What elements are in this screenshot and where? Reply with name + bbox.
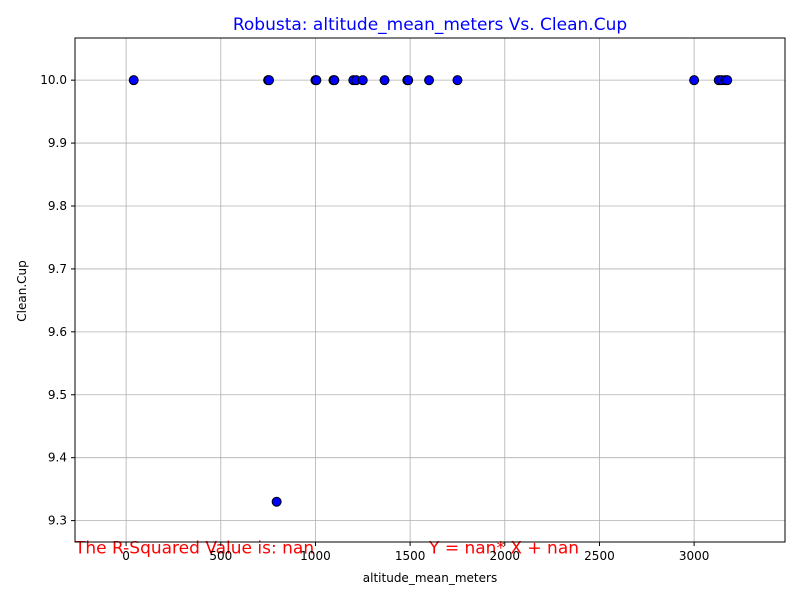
y-tick-label: 9.9 [48,136,67,150]
y-tick-label: 10.0 [40,73,67,87]
chart-title: Robusta: altitude_mean_meters Vs. Clean.… [233,15,627,35]
x-tick-label: 2000 [490,549,521,563]
data-point [311,75,322,86]
data-point [271,496,282,507]
x-axis-label: altitude_mean_meters [363,571,497,585]
x-tick-label: 2500 [584,549,615,563]
data-point [424,75,435,86]
x-tick-label: 1000 [300,549,331,563]
annotation-text: Y = nan* X + nan [428,538,579,558]
data-point [722,75,733,86]
y-tick-label: 9.8 [48,199,67,213]
data-point [379,75,390,86]
x-tick-label: 3000 [679,549,710,563]
data-point [357,75,368,86]
annotations: The R-Squared Value is: nan Y = nan* X + … [74,538,579,558]
x-tick-label: 0 [122,549,130,563]
data-point [329,75,340,86]
y-axis-ticks: 9.3 9.4 9.5 9.6 9.7 9.8 9.9 10.0 [40,73,75,528]
data-point [689,75,700,86]
data-point [403,75,414,86]
y-tick-label: 9.6 [48,325,67,339]
y-tick-label: 9.7 [48,262,67,276]
plot-area-frame [74,37,786,543]
data-points [128,75,733,507]
grid [75,38,785,542]
data-point [264,75,275,86]
y-tick-label: 9.4 [48,451,67,465]
y-tick-label: 9.3 [48,514,67,528]
x-tick-label: 1500 [395,549,426,563]
data-point [128,75,139,86]
data-point [452,75,463,86]
y-tick-label: 9.5 [48,388,67,402]
x-axis-ticks: 0 500 1000 1500 2000 2500 3000 [122,542,709,563]
y-axis-label: Clean.Cup [15,260,29,321]
annotation-text: The R-Squared Value is: nan [74,538,314,558]
x-tick-label: 500 [209,549,232,563]
